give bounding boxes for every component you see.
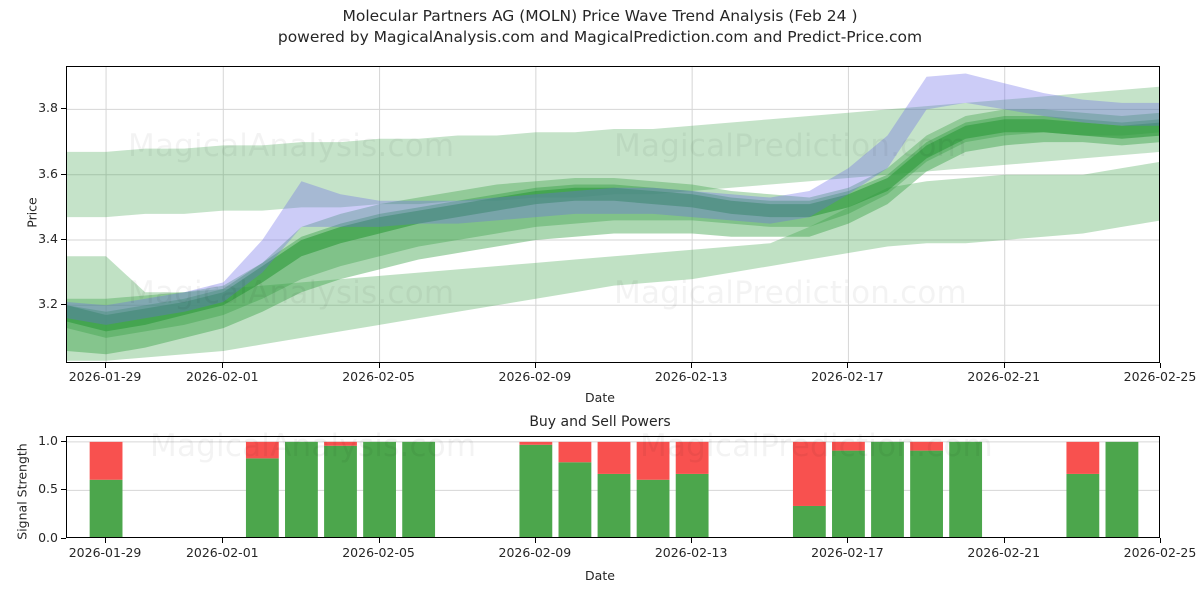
price-y-tickmark — [61, 108, 66, 110]
buy-power-bar — [597, 473, 631, 537]
price-x-tickmark — [534, 363, 536, 368]
sell-power-bar — [910, 441, 943, 451]
signal-y-tick: 1.0 — [38, 432, 58, 448]
price-y-tick: 3.6 — [38, 165, 58, 181]
price-x-tick: 2026-02-01 — [185, 369, 259, 384]
buy-sell-chart-panel: Buy and Sell Powers Signal Strength 0.0 0… — [0, 400, 1200, 600]
signal-x-tickmark — [534, 538, 536, 543]
buy-power-bar — [363, 441, 396, 537]
buy-power-bar — [871, 441, 904, 537]
sell-power-bar — [1066, 441, 1100, 474]
signal-y-tick: 0.0 — [38, 530, 58, 545]
signal-y-tick: 0.5 — [38, 481, 58, 497]
price-y-tick: 3.4 — [38, 230, 58, 246]
buy-power-bar — [519, 444, 553, 537]
sell-power-bar — [675, 441, 709, 474]
signal-x-tickmark — [222, 538, 224, 543]
price-plot-area — [66, 66, 1160, 363]
price-wave-chart-panel: Price 3.2 3.4 3.6 3.8 2026-01-29 2026-02-01 2… — [25, 66, 1197, 405]
buy-power-bar — [324, 445, 357, 537]
price-y-tickmark — [61, 173, 66, 175]
signal-x-tick: 2026-02-09 — [498, 545, 572, 560]
signal-x-tickmark — [691, 538, 693, 543]
price-x-tick: 2026-02-05 — [342, 369, 415, 384]
price-x-tick: 2026-02-25 — [1123, 369, 1197, 384]
signal-y-tickmark — [61, 538, 66, 539]
buy-power-bar — [1066, 473, 1100, 537]
sell-power-bar — [324, 441, 357, 446]
signal-x-tickmark — [847, 538, 849, 543]
sell-power-bar — [89, 441, 123, 480]
sell-power-bar — [558, 441, 592, 463]
signal-x-axis-label: Date — [585, 568, 615, 583]
price-x-tickmark — [378, 363, 380, 368]
signal-x-tick: 2026-02-17 — [811, 545, 884, 560]
price-y-tick: 3.8 — [38, 100, 58, 116]
price-x-tick: 2026-02-09 — [498, 369, 572, 384]
signal-y-tickmark — [61, 489, 66, 491]
signal-x-tickmark — [1003, 538, 1005, 543]
buy-power-bar — [558, 462, 592, 537]
buy-power-bar — [245, 458, 279, 537]
signal-x-tick: 2026-02-13 — [654, 545, 728, 560]
buy-sell-title: Buy and Sell Powers — [529, 414, 671, 430]
buy-power-bar — [792, 505, 826, 537]
title-line-1: Molecular Partners AG (MOLN) Price Wave … — [342, 7, 858, 25]
buy-sell-bars-svg — [67, 441, 1159, 537]
title-line-2: powered by MagicalAnalysis.com and Magic… — [277, 28, 923, 46]
price-x-tickmark — [1003, 363, 1005, 368]
price-y-tickmark — [61, 238, 66, 240]
signal-x-tick: 2026-02-21 — [967, 545, 1041, 560]
buy-power-bar — [949, 441, 983, 537]
sell-power-bar — [792, 441, 826, 506]
buy-power-bar — [636, 479, 670, 537]
price-x-tickmark — [105, 363, 107, 368]
price-y-tickmark — [61, 304, 66, 306]
signal-x-tick: 2026-01-29 — [68, 545, 142, 560]
price-x-tickmark — [222, 363, 224, 368]
buy-power-bar — [89, 479, 123, 537]
buy-power-bar — [402, 441, 436, 537]
price-x-tickmark — [847, 363, 849, 368]
buy-power-bar — [675, 473, 709, 537]
page-title: Molecular Partners AG (MOLN) Price Wave … — [0, 6, 1200, 48]
price-x-tick: 2026-02-21 — [967, 369, 1041, 384]
buy-power-bar — [285, 441, 318, 537]
buy-power-bar — [1105, 441, 1139, 537]
price-x-tick: 2026-01-29 — [68, 369, 142, 384]
sell-power-bar — [245, 441, 279, 459]
signal-y-tickmark — [61, 440, 66, 442]
signal-x-tickmark — [378, 538, 380, 543]
price-x-tick: 2026-02-17 — [811, 369, 884, 384]
signal-x-tickmark — [1160, 538, 1161, 543]
signal-x-tick: 2026-02-25 — [1123, 545, 1197, 560]
buy-sell-plot-area — [66, 436, 1160, 538]
signal-x-tick: 2026-02-05 — [342, 545, 415, 560]
buy-power-bar — [910, 450, 943, 537]
sell-power-bar — [597, 441, 631, 474]
price-x-tickmark — [1160, 363, 1161, 368]
sell-power-bar — [832, 441, 865, 451]
price-wave-svg — [67, 67, 1159, 362]
price-x-tickmark — [691, 363, 693, 368]
signal-x-tickmark — [105, 538, 107, 543]
signal-x-tick: 2026-02-01 — [185, 545, 259, 560]
price-x-axis-label: Date — [585, 390, 615, 405]
sell-power-bar — [636, 441, 670, 480]
price-y-tick: 3.2 — [38, 296, 58, 312]
sell-power-bar — [519, 441, 553, 445]
buy-power-bar — [832, 450, 865, 537]
price-x-tick: 2026-02-13 — [654, 369, 728, 384]
